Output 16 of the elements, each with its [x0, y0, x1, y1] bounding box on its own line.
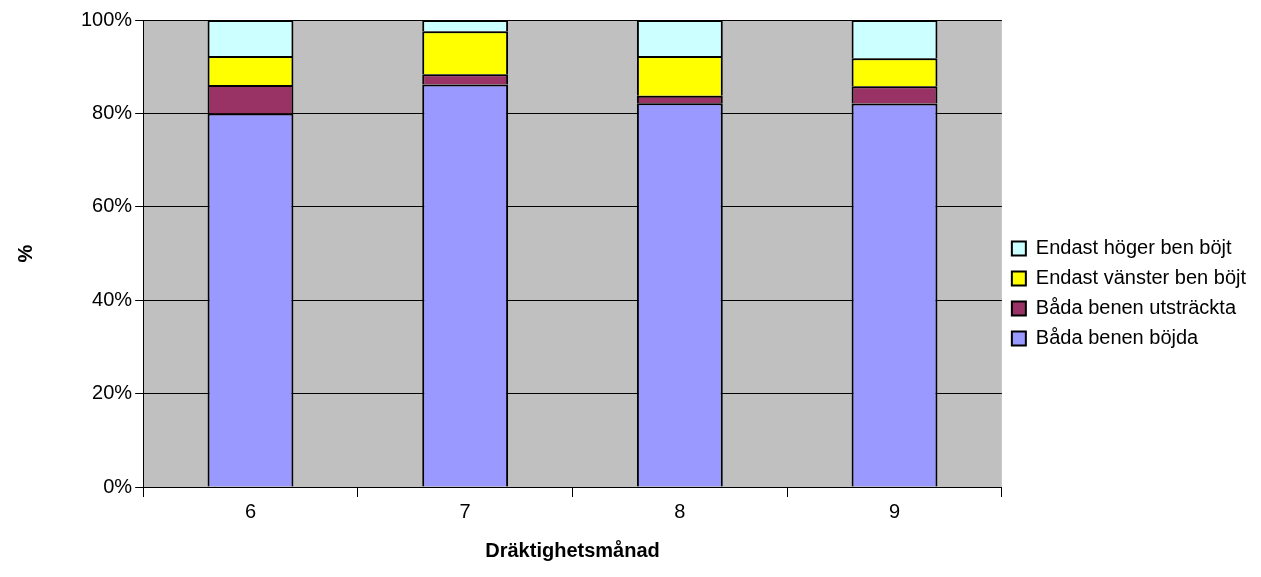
y-tick-label: 100% [81, 7, 133, 30]
x-axis-title: Dräktighetsmånad [485, 538, 660, 561]
x-tick-label: 9 [888, 499, 901, 522]
y-axis-title: % [13, 244, 36, 263]
legend-label: Endast höger ben böjt [1035, 236, 1233, 259]
y-tick-label: 0% [103, 474, 133, 497]
y-tick-label: 80% [92, 100, 133, 123]
x-tick-label: 7 [459, 499, 471, 522]
legend-label: Endast vänster ben böjt [1035, 266, 1247, 289]
y-tick-label: 60% [92, 194, 133, 217]
x-tick-label: 6 [244, 499, 257, 522]
x-tick-label: 8 [674, 499, 686, 522]
legend-label: Båda benen utsträckta [1035, 296, 1237, 319]
y-tick-label: 40% [92, 287, 133, 310]
legend-label: Båda benen böjda [1035, 326, 1200, 349]
y-tick-label: 20% [92, 381, 133, 404]
